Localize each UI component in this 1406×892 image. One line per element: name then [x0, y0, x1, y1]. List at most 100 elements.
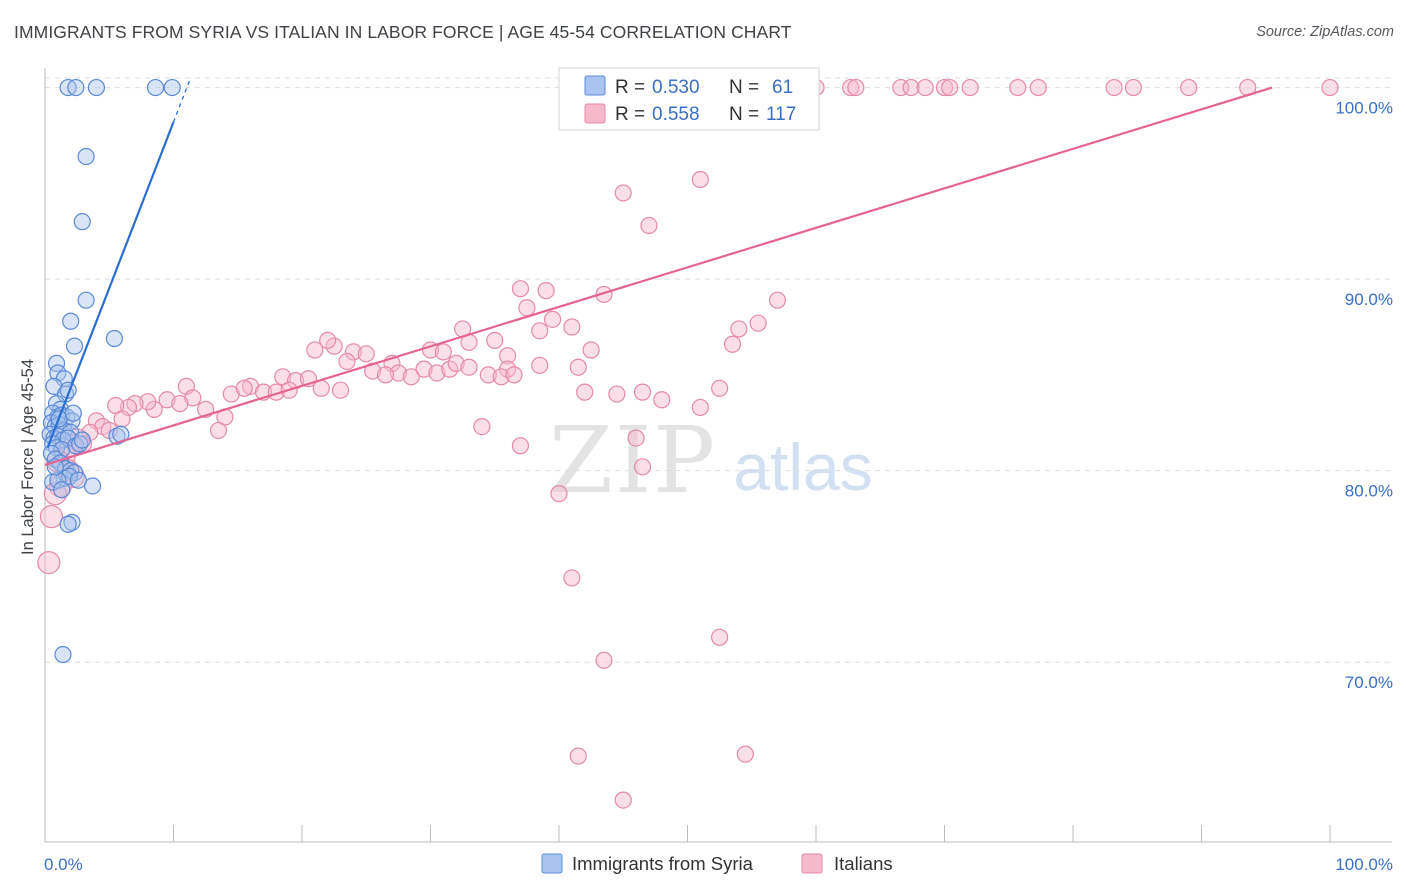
italian-point: [344, 343, 362, 361]
italian-point: [563, 569, 581, 587]
syria-point: [49, 364, 67, 382]
italian-point: [935, 78, 954, 97]
italian-point: [653, 391, 671, 409]
italian-point: [511, 280, 530, 298]
syria-point: [65, 337, 84, 355]
italian-point: [492, 368, 510, 386]
y-tick-label: 70.0%: [1345, 673, 1393, 692]
syria-point: [77, 147, 95, 166]
trend-lines: [44, 78, 1273, 466]
italian-point: [614, 791, 632, 809]
italian-point: [171, 395, 189, 413]
bottom-legend-swatch-italians: [801, 853, 823, 874]
legend-swatch-syria: [584, 75, 606, 96]
syria-point: [77, 291, 95, 309]
watermark-atlas: atlas: [733, 430, 872, 504]
syria-point: [59, 515, 77, 533]
source-credit: Source: ZipAtlas.com: [1256, 24, 1394, 40]
legend-n-label-syria: N =: [729, 77, 759, 98]
italian-point: [916, 78, 934, 97]
syria-point: [87, 78, 106, 97]
italian-point: [723, 335, 742, 353]
italian-point: [39, 505, 64, 529]
italian-point: [711, 628, 729, 646]
italian-point: [331, 381, 350, 399]
italian-point: [595, 651, 613, 669]
italian-point: [473, 418, 491, 436]
italian-point: [531, 322, 549, 340]
axes: [44, 68, 1392, 843]
series-legend: Immigrants from Syria Italians: [541, 853, 893, 874]
italian-point: [338, 352, 356, 371]
italian-point: [139, 393, 157, 411]
italian-point: [1009, 78, 1027, 97]
italian-point: [511, 437, 530, 455]
italian-point: [499, 347, 517, 365]
italian-point: [842, 78, 860, 97]
italian-point: [518, 299, 536, 317]
italian-point: [691, 398, 709, 417]
italian-point: [447, 354, 465, 372]
italian-point: [1029, 78, 1047, 97]
italian-point: [37, 550, 61, 575]
italian-point: [235, 379, 253, 397]
italian-point: [389, 364, 407, 382]
italian-point: [113, 410, 131, 428]
italian-point: [608, 385, 626, 403]
legend-n-value-syria: 61: [772, 77, 793, 98]
italian-point: [633, 458, 652, 476]
legend-swatch-italians: [584, 103, 606, 124]
y-axis-label: In Labor Force | Age 45-54: [19, 359, 37, 555]
italian-point: [768, 291, 787, 309]
italian-point: [633, 383, 652, 401]
legend-r-label-italians: R =: [615, 104, 645, 125]
italian-point: [691, 170, 709, 189]
italian-point: [1105, 78, 1123, 97]
italian-point: [749, 314, 767, 332]
italian-point: [537, 282, 555, 300]
italian-point: [711, 379, 729, 397]
italian-point: [402, 368, 420, 386]
italians-trend-line: [44, 86, 1273, 466]
italian-point: [569, 747, 587, 765]
bottom-legend-label-syria: Immigrants from Syria: [572, 853, 754, 874]
x-tick-labels: 0.0% 100.0%: [44, 855, 1393, 874]
x-tick-label-max: 100.0%: [1335, 855, 1393, 874]
syria-point: [67, 78, 85, 97]
italian-point: [847, 78, 865, 97]
syria-point: [73, 213, 91, 231]
syria-point: [54, 645, 72, 664]
italian-point: [730, 320, 748, 338]
italian-point: [961, 78, 979, 97]
italian-point: [325, 337, 343, 355]
legend-r-value-syria: 0.530: [652, 77, 700, 98]
italian-point: [1321, 78, 1339, 97]
italian-point: [627, 429, 645, 447]
syria-point: [146, 78, 165, 97]
italian-point: [736, 745, 754, 763]
italian-point: [563, 318, 581, 336]
syria-point: [64, 404, 82, 422]
italian-point: [434, 343, 452, 361]
chart-title: IMMIGRANTS FROM SYRIA VS ITALIAN IN LABO…: [14, 22, 792, 42]
italian-point: [479, 366, 497, 384]
italian-point: [428, 364, 446, 382]
legend-r-label-syria: R =: [615, 77, 645, 98]
syria-point: [163, 78, 181, 97]
grid-lines: [45, 77, 1392, 663]
y-tick-label: 100.0%: [1335, 99, 1393, 118]
italian-point: [486, 331, 504, 350]
correlation-legend: R = 0.530 N = 61 R = 0.558 N = 117: [558, 67, 820, 131]
italian-point: [543, 310, 562, 328]
y-tick-label: 90.0%: [1345, 290, 1393, 309]
syria-trend-line: [46, 121, 175, 449]
italian-point: [531, 356, 549, 374]
italian-point: [1180, 78, 1198, 97]
syria-point: [105, 329, 123, 348]
x-tick-label-min: 0.0%: [44, 855, 83, 874]
legend-n-label-italians: N =: [729, 104, 759, 125]
italian-point: [1124, 78, 1142, 97]
bottom-legend-label-italians: Italians: [834, 853, 893, 874]
italian-point: [569, 358, 587, 376]
